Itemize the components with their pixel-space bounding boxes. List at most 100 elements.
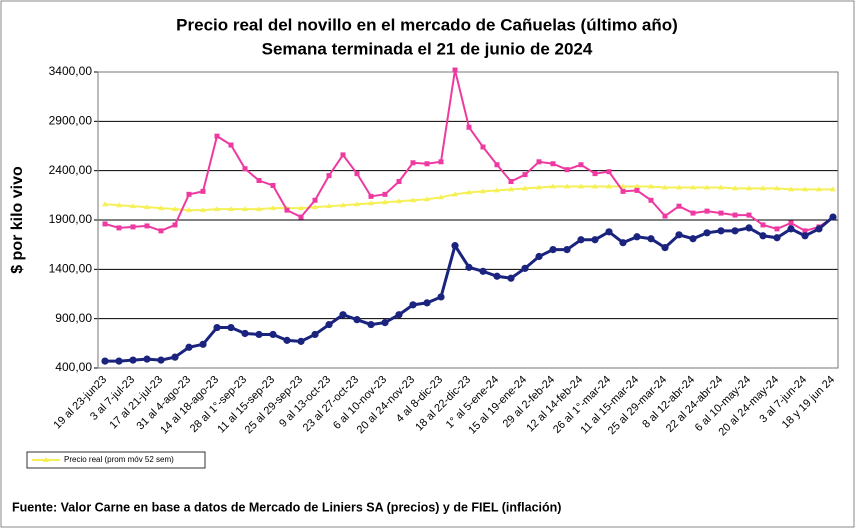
point [158, 205, 164, 211]
point [508, 186, 514, 192]
point [368, 200, 374, 206]
point [731, 227, 739, 235]
point [732, 185, 738, 191]
point [732, 212, 738, 218]
point [676, 203, 682, 209]
point [255, 330, 263, 339]
point [451, 242, 459, 250]
point [311, 330, 319, 339]
point [172, 206, 178, 212]
point [620, 188, 626, 194]
point [522, 185, 528, 191]
point [536, 159, 542, 165]
point [130, 203, 136, 209]
point [298, 214, 304, 220]
point [521, 264, 529, 272]
point [480, 188, 486, 194]
point [256, 206, 262, 212]
point [227, 323, 235, 332]
point [536, 184, 542, 190]
point [438, 159, 444, 165]
point [437, 293, 445, 301]
point [129, 356, 137, 364]
point [633, 233, 641, 241]
point [564, 167, 570, 173]
y-tick-label: 2400,00 [49, 163, 93, 177]
point [424, 161, 430, 167]
point [479, 267, 487, 275]
point [592, 183, 598, 189]
legend-marker [43, 457, 49, 462]
point [101, 357, 109, 365]
point [493, 272, 501, 280]
point [284, 207, 290, 213]
point [115, 357, 123, 365]
point [339, 311, 347, 319]
point [242, 206, 248, 212]
point [116, 202, 122, 208]
point [438, 194, 444, 200]
point [634, 183, 640, 189]
point [242, 166, 248, 172]
point [676, 184, 682, 190]
point [186, 191, 192, 197]
point [801, 232, 809, 240]
point [325, 320, 333, 329]
point [690, 184, 696, 190]
point [256, 178, 262, 184]
point [340, 202, 346, 208]
point [172, 222, 178, 228]
point [563, 246, 571, 254]
point [592, 171, 598, 177]
point [326, 173, 332, 179]
point [410, 160, 416, 166]
point [200, 188, 206, 194]
point [102, 201, 108, 207]
point [241, 329, 249, 338]
point [326, 203, 332, 209]
point [480, 144, 486, 150]
y-tick-label: 400,00 [55, 360, 92, 374]
point [312, 204, 318, 210]
point [186, 207, 192, 213]
point [354, 201, 360, 207]
point [746, 185, 752, 191]
point [368, 193, 374, 199]
point [466, 124, 472, 130]
point [452, 67, 458, 73]
point [116, 225, 122, 231]
point [605, 228, 613, 236]
point [816, 186, 822, 192]
point [283, 336, 291, 344]
y-axis-label: $ por kilo vivo [9, 166, 26, 274]
point [228, 142, 234, 148]
point [494, 162, 500, 168]
point [312, 197, 318, 203]
point [773, 234, 781, 242]
point [675, 231, 683, 239]
point [619, 239, 627, 247]
point [228, 206, 234, 212]
point [549, 246, 557, 254]
point [214, 133, 220, 139]
y-tick-label: 1900,00 [49, 212, 93, 226]
y-tick-label: 1400,00 [49, 262, 93, 276]
point [718, 210, 724, 216]
point [507, 274, 515, 282]
point [815, 225, 823, 233]
point [703, 229, 711, 237]
y-tick-label: 3400,00 [49, 64, 93, 78]
point [298, 205, 304, 211]
point [185, 343, 193, 351]
point [760, 222, 766, 228]
point [718, 184, 724, 190]
chart-title: Precio real del novillo en el mercado de… [176, 15, 678, 34]
point [578, 183, 584, 189]
point [396, 179, 402, 185]
point [214, 206, 220, 212]
point [662, 184, 668, 190]
point [788, 220, 794, 226]
point [200, 207, 206, 213]
point [578, 162, 584, 168]
